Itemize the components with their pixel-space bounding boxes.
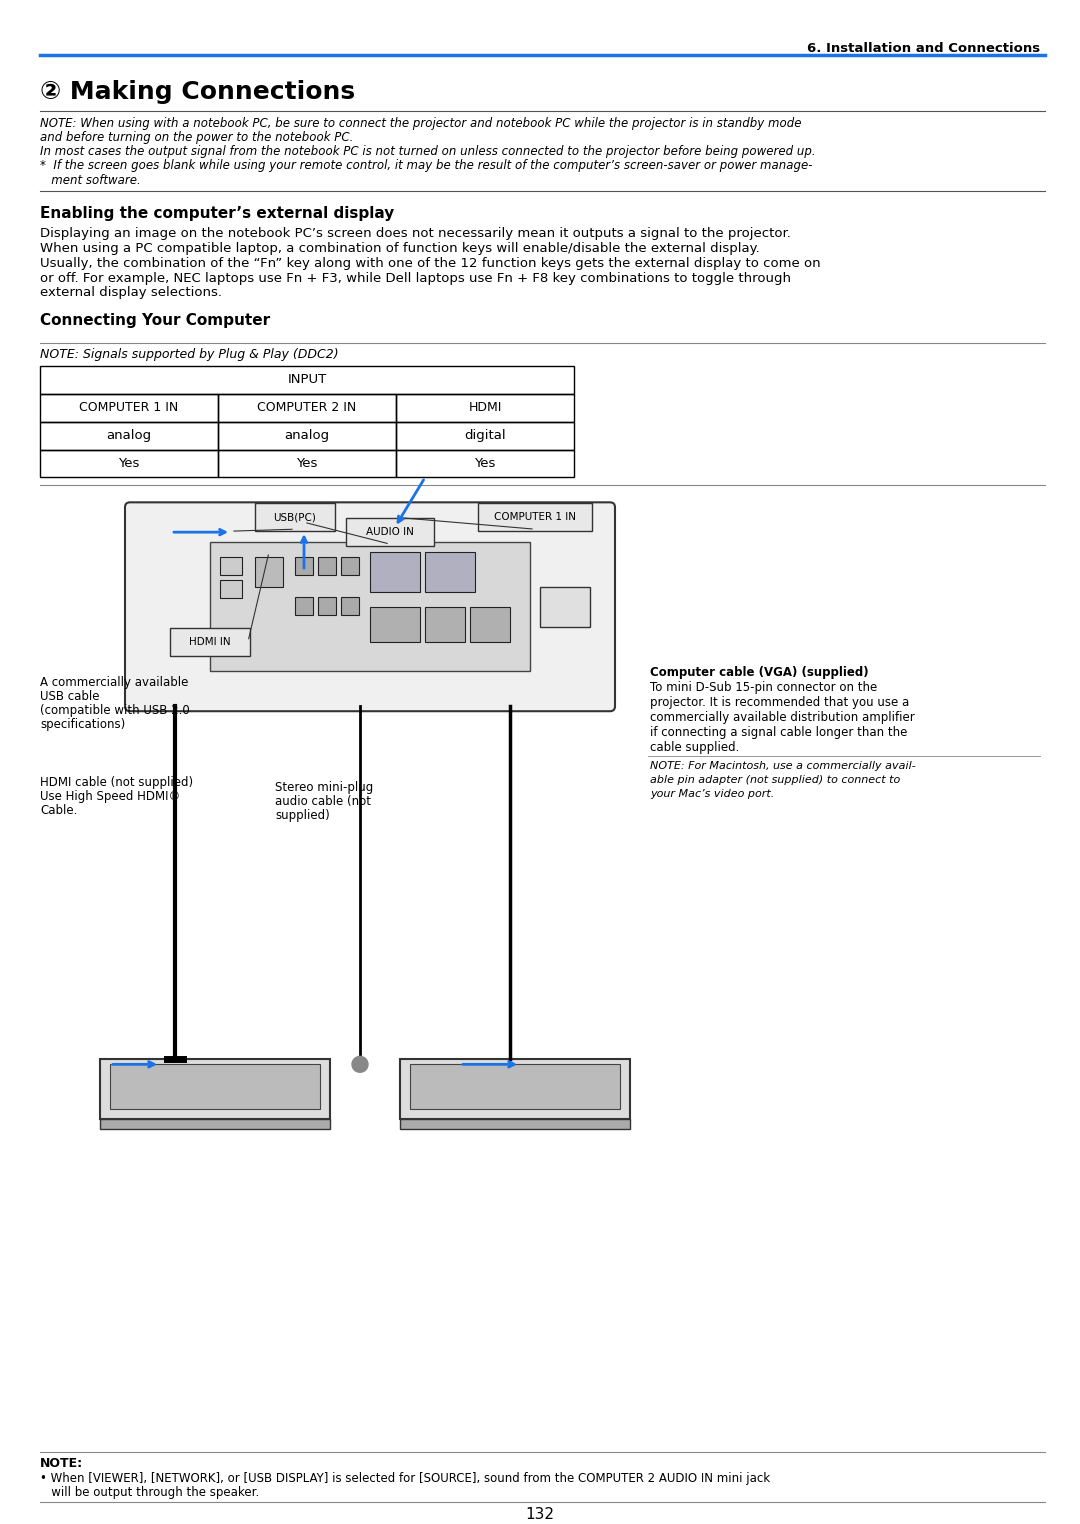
Bar [470,607,510,642]
Text: Yes: Yes [474,457,496,469]
Bar [396,393,573,422]
Text: Usually, the combination of the “Fn” key along with one of the 12 function keys : Usually, the combination of the “Fn” key… [40,256,821,270]
Text: audio cable (not: audio cable (not [275,796,372,808]
Text: Yes: Yes [119,457,139,469]
Text: and before turning on the power to the notebook PC.: and before turning on the power to the n… [40,131,353,145]
Text: 6. Installation and Connections: 6. Installation and Connections [807,41,1040,55]
Text: In most cases the output signal from the notebook PC is not turned on unless con: In most cases the output signal from the… [40,145,815,158]
Text: NOTE:: NOTE: [40,1457,83,1471]
Bar [100,1059,330,1119]
Bar [410,1064,620,1109]
Bar [396,422,573,450]
Bar [295,597,313,614]
Bar [218,450,396,477]
Text: your Mac’s video port.: your Mac’s video port. [650,789,774,799]
Bar [540,587,590,626]
Text: COMPUTER 1 IN: COMPUTER 1 IN [494,512,576,523]
Text: Stereo mini-plug: Stereo mini-plug [275,780,374,794]
Text: NOTE: Signals supported by Plug & Play (DDC2): NOTE: Signals supported by Plug & Play (… [40,347,339,361]
Circle shape [352,1056,368,1073]
Bar [40,422,218,450]
Text: digital: digital [464,430,505,442]
Text: HDMI cable (not supplied): HDMI cable (not supplied) [40,776,193,789]
Text: external display selections.: external display selections. [40,287,222,300]
Bar [110,1064,320,1109]
Text: if connecting a signal cable longer than the: if connecting a signal cable longer than… [650,725,907,739]
Text: HDMI IN: HDMI IN [189,637,231,646]
Text: ment software.: ment software. [40,174,140,187]
Text: analog: analog [284,430,329,442]
Bar [426,607,465,642]
Text: Use High Speed HDMI®: Use High Speed HDMI® [40,789,180,803]
Text: (compatible with USB 2.0: (compatible with USB 2.0 [40,704,190,718]
Bar [426,552,475,591]
Bar [218,422,396,450]
Bar [400,1059,630,1119]
Bar [396,450,573,477]
Text: NOTE: When using with a notebook PC, be sure to connect the projector and notebo: NOTE: When using with a notebook PC, be … [40,117,801,131]
Text: will be output through the speaker.: will be output through the speaker. [40,1486,259,1500]
Bar [40,393,218,422]
Text: supplied): supplied) [275,809,329,821]
Bar [341,597,359,614]
FancyBboxPatch shape [170,628,249,655]
Text: cable supplied.: cable supplied. [650,741,740,754]
Text: Displaying an image on the notebook PC’s screen does not necessarily mean it out: Displaying an image on the notebook PC’s… [40,227,791,239]
Text: 132: 132 [526,1507,554,1522]
Text: When using a PC compatible laptop, a combination of function keys will enable/di: When using a PC compatible laptop, a com… [40,242,759,255]
Bar [295,558,313,575]
Text: Cable.: Cable. [40,803,78,817]
Text: INPUT: INPUT [287,373,326,387]
Bar [220,558,242,575]
FancyBboxPatch shape [346,518,434,546]
Text: specifications): specifications) [40,718,125,732]
Text: COMPUTER 2 IN: COMPUTER 2 IN [257,401,356,415]
Bar [400,1119,630,1129]
Text: Connecting Your Computer: Connecting Your Computer [40,314,270,328]
Bar [220,581,242,597]
Text: NOTE: For Macintosh, use a commercially avail-: NOTE: For Macintosh, use a commercially … [650,760,916,771]
Text: or off. For example, NEC laptops use Fn + F3, while Dell laptops use Fn + F8 key: or off. For example, NEC laptops use Fn … [40,271,791,285]
Bar [370,552,420,591]
Bar [370,607,420,642]
Text: • When [VIEWER], [NETWORK], or [USB DISPLAY] is selected for [SOURCE], sound fro: • When [VIEWER], [NETWORK], or [USB DISP… [40,1472,770,1486]
Bar [255,558,283,587]
Text: COMPUTER 1 IN: COMPUTER 1 IN [79,401,178,415]
Text: projector. It is recommended that you use a: projector. It is recommended that you us… [650,696,909,709]
Text: ② Making Connections: ② Making Connections [40,79,355,104]
Text: Computer cable (VGA) (supplied): Computer cable (VGA) (supplied) [650,666,868,680]
Text: To mini D-Sub 15-pin connector on the: To mini D-Sub 15-pin connector on the [650,681,877,695]
Bar [210,543,530,672]
Bar [218,393,396,422]
Text: A commercially available: A commercially available [40,677,188,689]
Bar [318,597,336,614]
Text: AUDIO IN: AUDIO IN [366,527,414,536]
Bar [100,1119,330,1129]
Text: able pin adapter (not supplied) to connect to: able pin adapter (not supplied) to conne… [650,774,901,785]
Bar [341,558,359,575]
FancyBboxPatch shape [255,503,335,532]
FancyBboxPatch shape [125,503,615,712]
Bar [318,558,336,575]
Text: Enabling the computer’s external display: Enabling the computer’s external display [40,206,394,221]
Text: USB cable: USB cable [40,690,99,703]
Text: USB(PC): USB(PC) [273,512,316,523]
Text: analog: analog [107,430,151,442]
Bar [40,450,218,477]
Text: HDMI: HDMI [469,401,502,415]
Bar [40,366,573,393]
Text: Yes: Yes [296,457,318,469]
Text: *  If the screen goes blank while using your remote control, it may be the resul: * If the screen goes blank while using y… [40,158,812,172]
FancyBboxPatch shape [478,503,592,532]
Text: commercially available distribution amplifier: commercially available distribution ampl… [650,712,915,724]
